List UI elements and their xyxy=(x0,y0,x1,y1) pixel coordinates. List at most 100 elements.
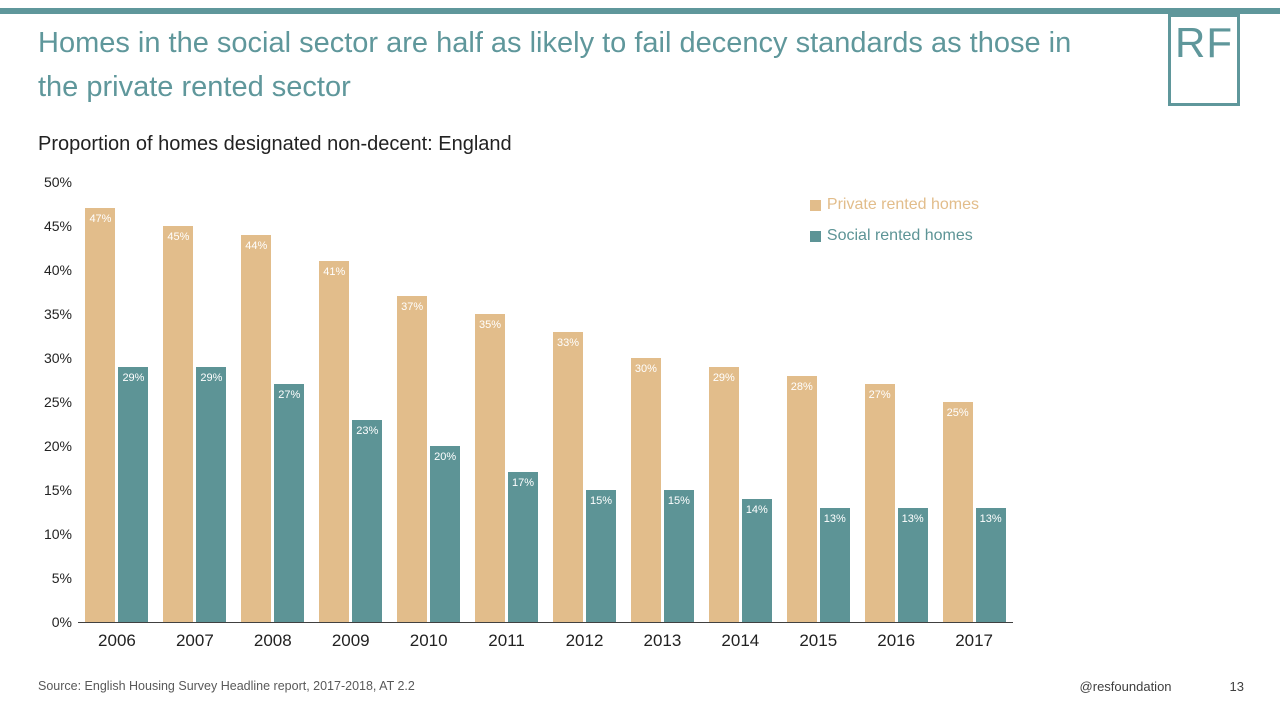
bar-value-label: 44% xyxy=(245,239,268,252)
source-note: Source: English Housing Survey Headline … xyxy=(38,679,415,693)
bar-group: 30% 15% xyxy=(623,182,701,622)
bar-value-label: 29% xyxy=(122,371,145,384)
bar: 44% xyxy=(241,234,272,622)
bar-value-label: 13% xyxy=(979,512,1002,525)
x-tick-label: 2009 xyxy=(331,631,370,650)
bar-group: 44% 27% xyxy=(234,182,312,622)
bar-group: 28% 13% xyxy=(779,182,857,622)
bar: 15% xyxy=(663,490,694,622)
bar: 27% xyxy=(274,384,305,622)
x-tick-label: 2012 xyxy=(565,631,604,650)
bar: 17% xyxy=(508,472,539,622)
slide-title: Homes in the social sector are half as l… xyxy=(38,27,1072,103)
bar-value-label: 47% xyxy=(89,213,112,226)
bar: 27% xyxy=(864,384,895,622)
bar-group: 33% 15% xyxy=(546,182,624,622)
bar-value-label: 15% xyxy=(589,495,612,507)
x-axis-labels: 2006 2007 2008 2009 2010 2011 2012 2013 2014 2015… xyxy=(78,623,1013,651)
y-tick-label: 10% xyxy=(43,526,72,542)
footer-right: @resfoundation 13 xyxy=(1080,679,1244,694)
bar-group: 27% 13% xyxy=(857,182,935,622)
x-tick-label: 2014 xyxy=(721,631,760,650)
bar: 30% xyxy=(630,358,661,622)
bar-value-label: 17% xyxy=(512,477,535,490)
y-tick-label: 25% xyxy=(43,394,72,410)
bar-value-label: 30% xyxy=(634,363,657,375)
rf-logo: RF xyxy=(1168,14,1240,106)
bar-group: 25% 13% xyxy=(935,182,1013,622)
bar: 14% xyxy=(741,498,772,622)
bar-value-label: 25% xyxy=(946,407,969,419)
y-tick-label: 30% xyxy=(43,350,72,366)
bar-value-label: 37% xyxy=(401,301,424,314)
y-tick-label: 40% xyxy=(43,262,72,278)
bar-value-label: 33% xyxy=(556,336,579,349)
bar-group: 41% 23% xyxy=(312,182,390,622)
bar-value-label: 28% xyxy=(790,380,813,393)
x-tick-label: 2006 xyxy=(98,631,136,650)
x-tick-label: 2016 xyxy=(877,631,916,650)
bar-value-label: 35% xyxy=(479,319,502,331)
bar: 29% xyxy=(118,366,149,622)
bar-value-label: 13% xyxy=(901,512,924,525)
legend-swatch xyxy=(809,199,821,211)
x-tick-label: 2010 xyxy=(409,631,448,650)
y-tick-label: 20% xyxy=(43,438,72,454)
bar: 28% xyxy=(786,375,817,622)
x-tick-label: 2015 xyxy=(799,631,838,650)
bar-value-label: 29% xyxy=(200,371,223,384)
x-tick-label: 2017 xyxy=(955,631,994,650)
legend-item: Private rented homes xyxy=(809,196,979,214)
y-tick-label: 45% xyxy=(43,218,72,234)
bar-value-label: 45% xyxy=(167,231,190,243)
bar-value-label: 27% xyxy=(278,389,301,402)
plot-area: 47% 29% 45% 29% 44% 27% 41% 23% 37% 20% 35% 17% 33% 1… xyxy=(78,182,1013,623)
bar-group: 47% 29% xyxy=(78,182,156,622)
bar-group: 37% 20% xyxy=(390,182,468,622)
bar-value-label: 29% xyxy=(712,371,735,384)
bar: 37% xyxy=(397,296,428,622)
y-tick-label: 0% xyxy=(51,614,72,630)
legend-item: Social rented homes xyxy=(809,227,979,245)
bar: 13% xyxy=(819,507,850,622)
bar-value-label: 20% xyxy=(434,451,457,463)
bar: 13% xyxy=(975,507,1006,622)
page-number: 13 xyxy=(1229,679,1244,694)
bar: 23% xyxy=(352,419,383,622)
legend-swatch xyxy=(809,230,821,242)
bar-value-label: 15% xyxy=(667,495,690,507)
legend-label: Social rented homes xyxy=(826,227,973,244)
bar: 47% xyxy=(85,208,116,622)
legend-label: Private rented homes xyxy=(826,196,979,213)
bar: 35% xyxy=(475,314,506,622)
y-tick-label: 5% xyxy=(51,570,72,586)
y-axis-labels: 0% 5% 10% 15% 20% 25% 30% 35% 40% 45% 50% xyxy=(38,174,72,630)
x-tick-label: 2013 xyxy=(643,631,682,650)
bar-group: 45% 29% xyxy=(156,182,234,622)
chart-title: Proportion of homes designated non-decen… xyxy=(38,133,512,155)
rf-logo-text: RF xyxy=(1175,19,1233,66)
bar: 29% xyxy=(708,366,739,622)
bar-value-label: 14% xyxy=(745,503,768,516)
bar-group: 29% 14% xyxy=(701,182,779,622)
y-tick-label: 35% xyxy=(43,306,72,322)
y-tick-label: 50% xyxy=(43,174,72,190)
bar-value-label: 27% xyxy=(868,389,891,402)
bar-value-label: 23% xyxy=(356,424,379,437)
bar-group: 35% 17% xyxy=(468,182,546,622)
x-tick-label: 2007 xyxy=(175,631,214,650)
bar-value-label: 13% xyxy=(823,512,846,525)
bar-value-label: 41% xyxy=(323,266,346,279)
legend: Private rented homes Social rented homes xyxy=(809,196,979,245)
bar: 33% xyxy=(552,331,583,622)
bar: 15% xyxy=(585,490,616,622)
bar-groups: 47% 29% 45% 29% 44% 27% 41% 23% 37% 20% 35% 17% 33% 1… xyxy=(78,182,1013,622)
bar: 13% xyxy=(897,507,928,622)
bar: 20% xyxy=(430,446,461,622)
accent-bar xyxy=(0,8,1280,14)
x-tick-label: 2008 xyxy=(253,631,292,650)
x-tick-label: 2011 xyxy=(488,631,525,650)
bar: 45% xyxy=(163,226,194,622)
bar: 29% xyxy=(196,366,227,622)
